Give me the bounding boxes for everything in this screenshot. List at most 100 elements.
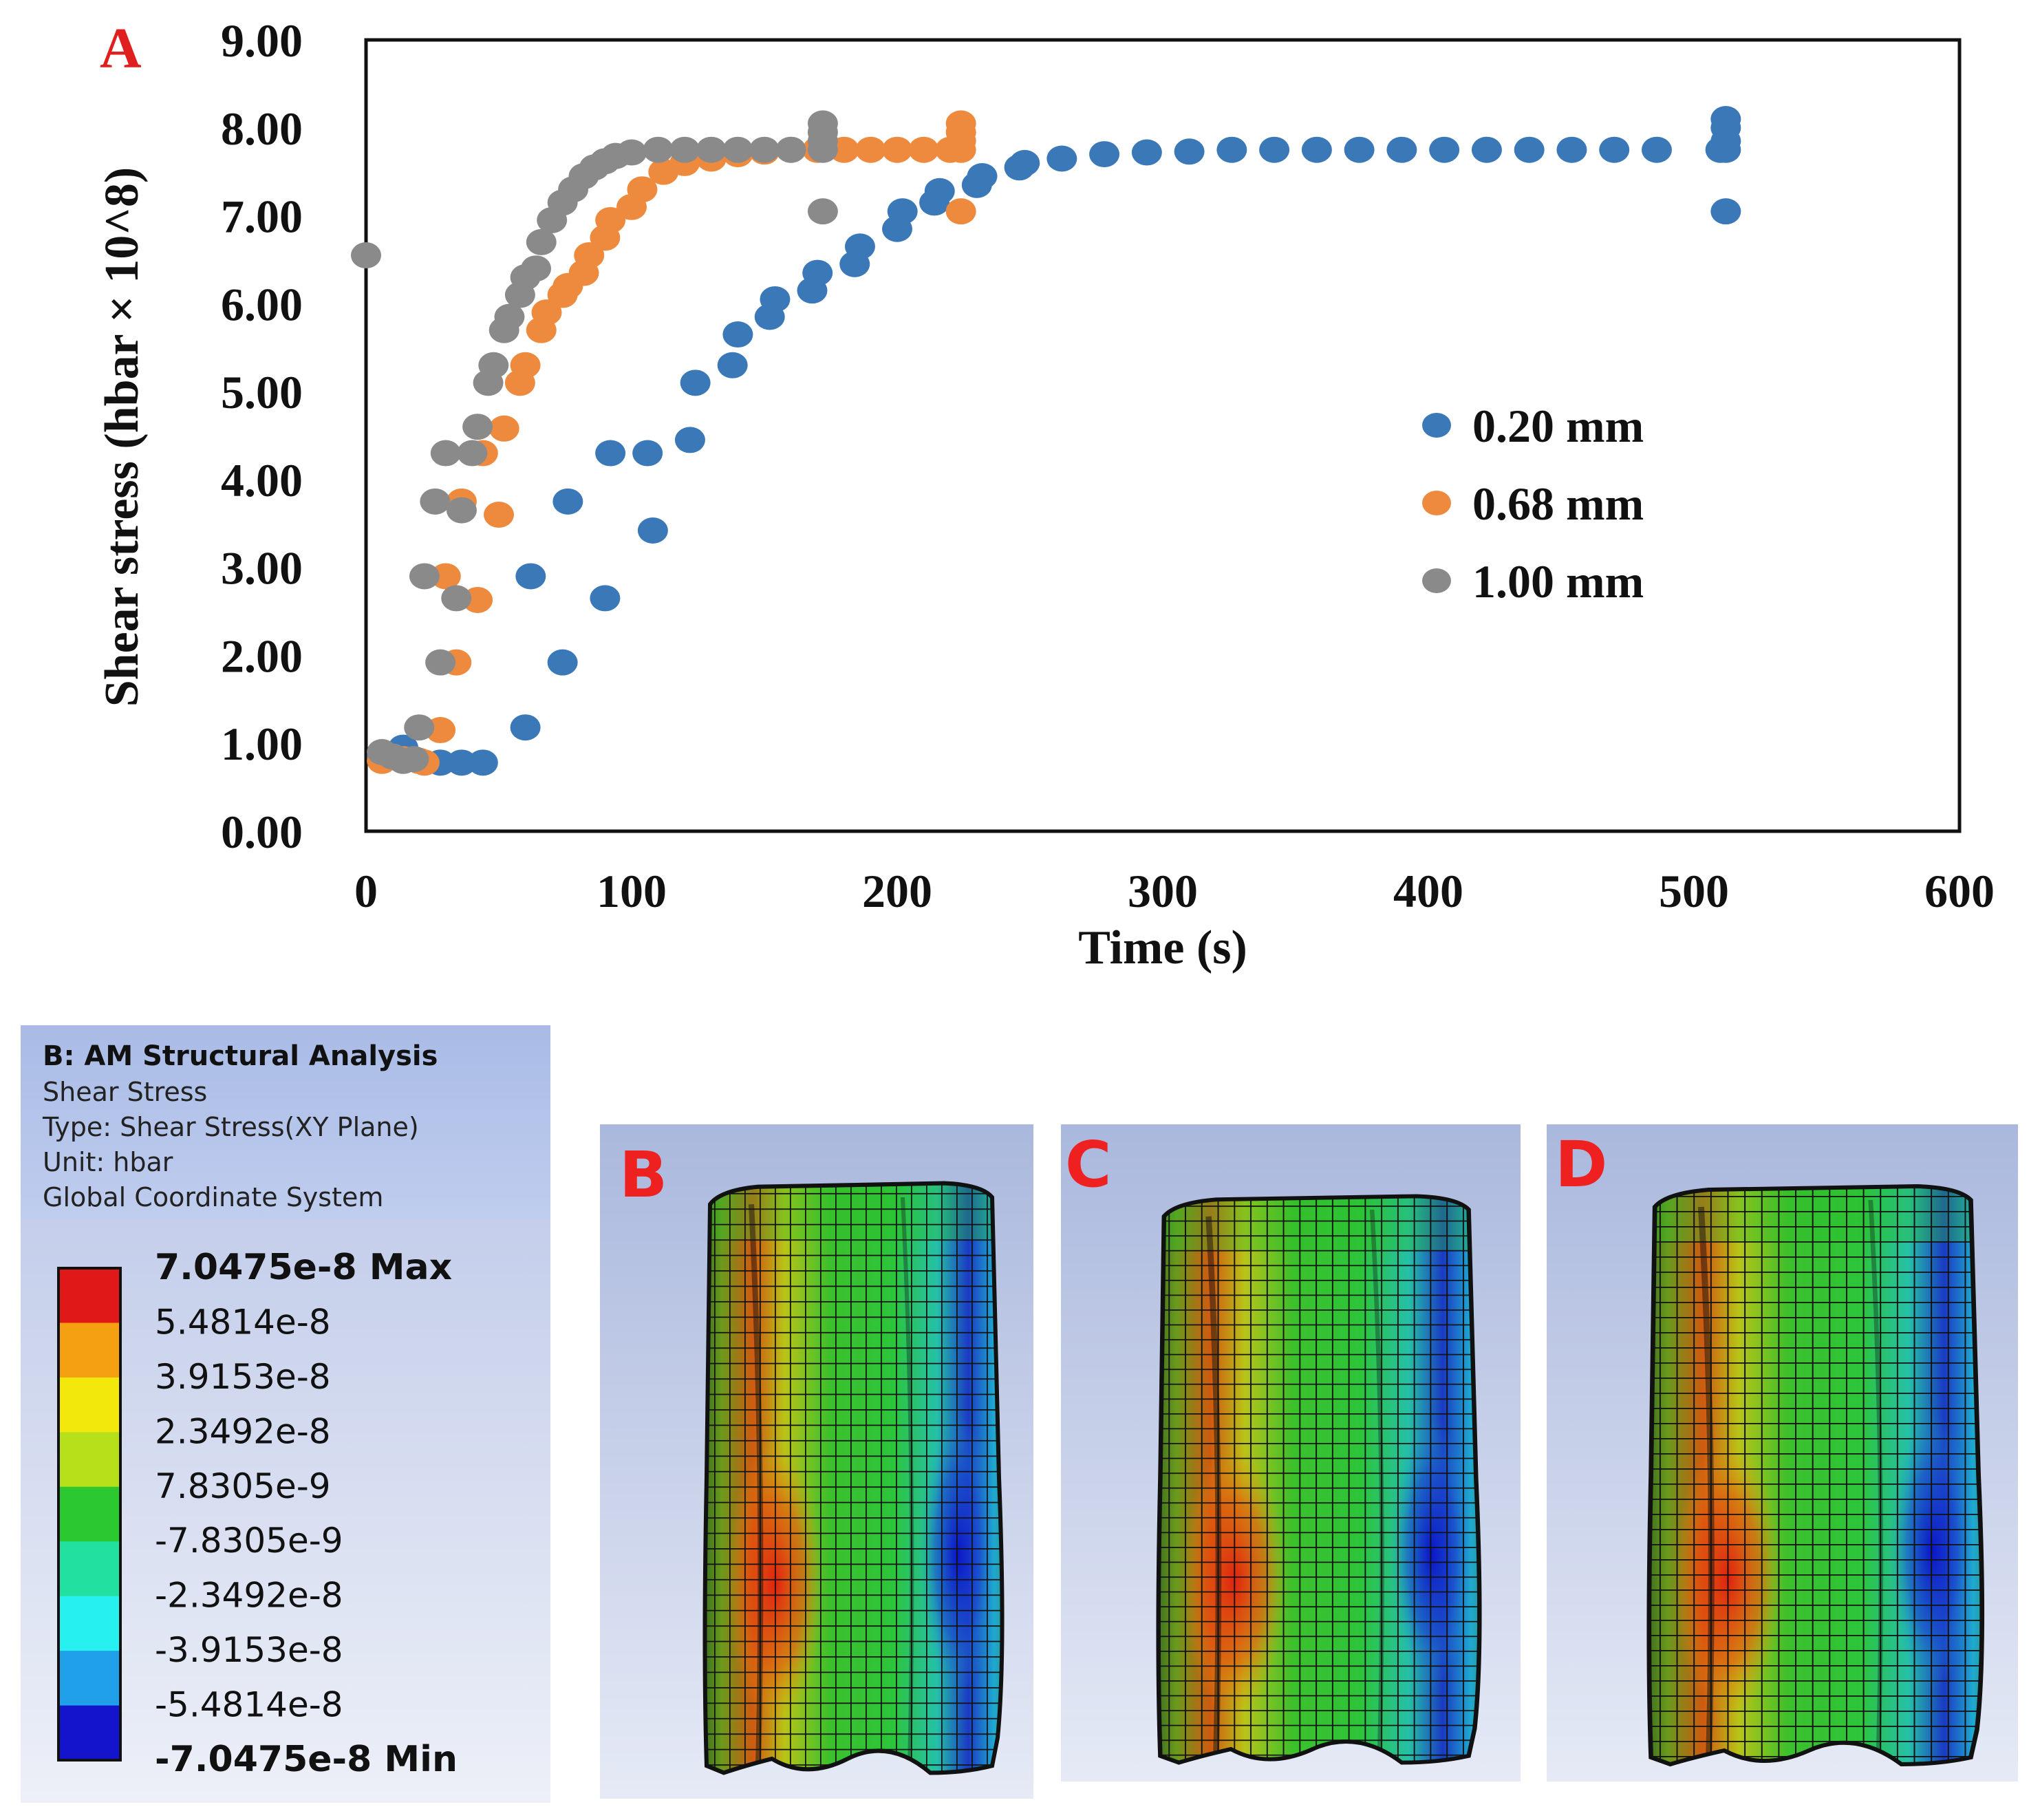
data-point — [446, 749, 477, 776]
colorbar-level-label: 2.3492e-8 — [155, 1411, 331, 1451]
data-point — [430, 440, 461, 467]
data-point — [531, 299, 562, 326]
data-point — [1259, 136, 1290, 163]
data-point — [924, 178, 955, 204]
data-point — [674, 427, 705, 453]
data-point — [717, 352, 748, 378]
data-point — [1471, 136, 1502, 163]
y-tick-label: 9.00 — [221, 14, 303, 67]
data-point — [696, 136, 727, 163]
legend: 0.20 mm 0.68 mm 1.00 mm — [1422, 400, 1644, 608]
data-point — [1599, 136, 1630, 163]
x-tick-label: 400 — [1393, 865, 1463, 917]
data-point — [802, 259, 833, 286]
y-tick-label: 5.00 — [221, 366, 303, 418]
data-point — [1514, 136, 1545, 163]
panel-c-label: C — [1065, 1128, 1112, 1201]
y-tick-label: 3.00 — [221, 542, 303, 595]
data-point — [1131, 139, 1162, 166]
colorbar-level-label: 3.9153e-8 — [155, 1357, 331, 1397]
data-point — [478, 352, 509, 378]
x-tick-label: 0 — [354, 865, 378, 917]
panel-a-label: A — [100, 17, 142, 81]
data-point — [637, 517, 668, 544]
data-point — [1710, 198, 1741, 225]
y-tick-label: 8.00 — [221, 103, 303, 155]
contour-legend-header — [21, 1025, 550, 1219]
data-point — [1301, 136, 1332, 163]
colorbar-level-label: -7.8305e-9 — [155, 1521, 343, 1561]
data-point — [1009, 149, 1040, 176]
y-tick-label: 4.00 — [221, 454, 303, 506]
data-point — [457, 440, 488, 467]
colorbar-level-label: -7.0475e-8 Min — [155, 1739, 458, 1780]
data-point — [430, 563, 461, 590]
y-tick-label: 6.00 — [221, 278, 303, 330]
data-point — [855, 136, 886, 163]
data-point — [351, 242, 381, 269]
shear-stress-chart: A 0.00 1.00 2.00 3.00 4.00 5.00 6.00 7.00 8.00 9.… — [96, 14, 1995, 974]
data-point — [643, 136, 674, 163]
panel-d-label: D — [1555, 1128, 1607, 1201]
data-point — [1344, 136, 1375, 163]
colorbar-swatch — [58, 1705, 120, 1761]
data-point — [844, 233, 875, 260]
y-tick-label: 1.00 — [221, 718, 303, 770]
x-tick-label: 300 — [1128, 865, 1198, 917]
data-point — [722, 321, 753, 348]
data-point — [510, 714, 541, 741]
data-point — [467, 749, 498, 776]
data-point — [807, 110, 838, 137]
series-1-00-mm — [351, 110, 838, 774]
data-point — [404, 714, 435, 741]
colorbar-swatch — [58, 1596, 120, 1651]
colorbar-level-label: 7.0475e-8 Max — [155, 1247, 452, 1288]
colorbar-swatch — [58, 1268, 120, 1323]
data-point — [1556, 136, 1587, 163]
simulation-panel-d: D — [1547, 1124, 2018, 1781]
data-point — [462, 414, 493, 440]
data-point — [1216, 136, 1247, 163]
data-point — [1174, 138, 1205, 165]
simulation-panel-b: B — [600, 1124, 1033, 1799]
data-point — [616, 139, 647, 166]
legend-marker — [1422, 491, 1451, 515]
data-point — [1641, 136, 1672, 163]
data-point — [627, 176, 658, 203]
simulation-panel-c: C — [1061, 1124, 1521, 1781]
y-tick-label: 7.00 — [221, 191, 303, 243]
data-point — [526, 228, 557, 255]
data-point — [510, 352, 541, 378]
colorbar-frame — [57, 1267, 122, 1762]
data-point — [749, 136, 780, 163]
data-point — [494, 303, 525, 330]
colorbar-swatch — [58, 1432, 120, 1488]
data-point — [1710, 106, 1741, 132]
data-point — [595, 440, 626, 467]
panel-b-label: B — [619, 1138, 667, 1212]
data-point — [547, 649, 578, 676]
data-point — [484, 502, 514, 528]
deformed-mesh-column — [1149, 1190, 1491, 1777]
data-point — [967, 163, 998, 190]
data-point — [590, 585, 621, 612]
legend-marker — [1422, 413, 1451, 438]
analysis-title: B: AM Structural Analysis — [43, 1040, 438, 1072]
data-point — [1089, 141, 1120, 168]
data-point — [775, 136, 806, 163]
data-point — [945, 110, 976, 137]
data-point — [552, 488, 583, 515]
x-tick-label: 500 — [1659, 865, 1729, 917]
data-point — [807, 198, 838, 225]
data-point — [515, 563, 546, 590]
data-point — [1429, 136, 1460, 163]
data-point — [441, 585, 472, 612]
legend-entry-label: 0.20 mm — [1472, 400, 1644, 452]
legend-info-line: Global Coordinate System — [43, 1182, 383, 1212]
colorbar-swatch — [58, 1541, 120, 1597]
colorbar-level-label: -3.9153e-8 — [155, 1630, 343, 1670]
data-point — [521, 255, 552, 282]
y-tick-label: 2.00 — [221, 630, 303, 682]
colorbar-swatch — [58, 1377, 120, 1433]
deformed-mesh-column — [696, 1176, 1013, 1786]
